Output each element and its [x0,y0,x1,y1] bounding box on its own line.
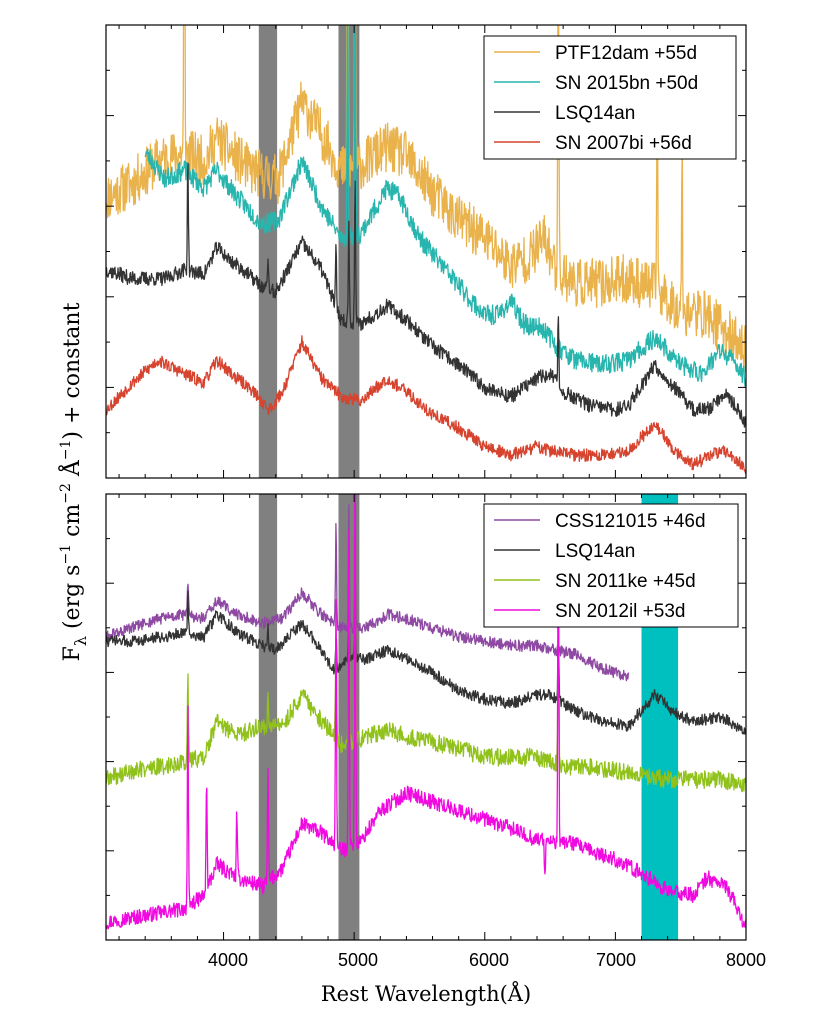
y-label-units-mid1: cm [60,504,85,544]
x-tick-label-5000: 5000 [338,950,378,970]
bottom-series-sn-2012il-53d [106,494,746,930]
x-tick-labels: 4000 5000 6000 7000 8000 [208,950,766,970]
top-band-gray-0 [258,25,278,478]
legend-label-sn2015bn: SN 2015bn +50d [555,73,698,94]
bottom-panel-ticks [106,494,747,940]
x-tick-label-8000: 8000 [726,950,766,970]
bottom-panel-series [106,494,746,930]
top-series-ptf12dam-55d [106,25,746,373]
top-panel-series [106,25,746,475]
bottom-series-lsq14an [106,575,746,735]
top-series-sn-2015bn-50d [144,25,746,387]
legend-label-css121015: CSS121015 +46d [555,511,706,532]
y-label-units-mid2: Å [57,459,85,483]
bottom-band-gray-0 [258,494,278,940]
y-label-flux-sub: λ [71,636,90,646]
top-legend-box [483,35,737,160]
bottom-legend-box [483,503,739,628]
legend-label-sn2007bi: SN 2007bi +56d [555,133,692,154]
y-axis-label: Fλ (erg s−1 cm−2 Å−1) + constant [57,302,90,661]
y-label-exp1: −1 [58,544,74,565]
top-panel-legend: PTF12dam +55d SN 2015bn +50d LSQ14an SN … [483,35,737,160]
y-label-flux: F [60,646,85,661]
bottom-series-sn-2011ke-45d [106,494,746,793]
legend-label-sn2012il: SN 2012il +53d [555,601,685,622]
bottom-panel: CSS121015 +46d LSQ14an SN 2011ke +45d SN… [105,493,747,941]
x-tick-label-6000: 6000 [469,950,509,970]
x-tick-label-7000: 7000 [596,950,636,970]
legend-label-lsq14an-bottom: LSQ14an [555,541,635,562]
legend-label-sn2011ke: SN 2011ke +45d [555,571,696,592]
legend-label-lsq14an: LSQ14an [555,103,635,124]
top-panel-ticks [106,25,747,478]
top-series-sn-2007bi-56d [106,335,746,475]
bottom-panel-legend: CSS121015 +46d LSQ14an SN 2011ke +45d SN… [483,503,739,628]
x-tick-label-4000: 4000 [208,950,248,970]
y-label-exp3: −1 [58,440,74,461]
x-axis-label: Rest Wavelength(Å) [321,981,531,1006]
bottom-series-css121015-46d [106,494,630,682]
legend-label-ptf12dam: PTF12dam +55d [555,43,697,64]
top-panel: PTF12dam +55d SN 2015bn +50d LSQ14an SN … [105,24,747,479]
y-label-exp2: −2 [58,483,74,504]
y-label-units-close: ) + constant [60,302,85,439]
top-series-lsq14an [106,162,746,428]
y-label-units-open: (erg s [60,565,85,636]
